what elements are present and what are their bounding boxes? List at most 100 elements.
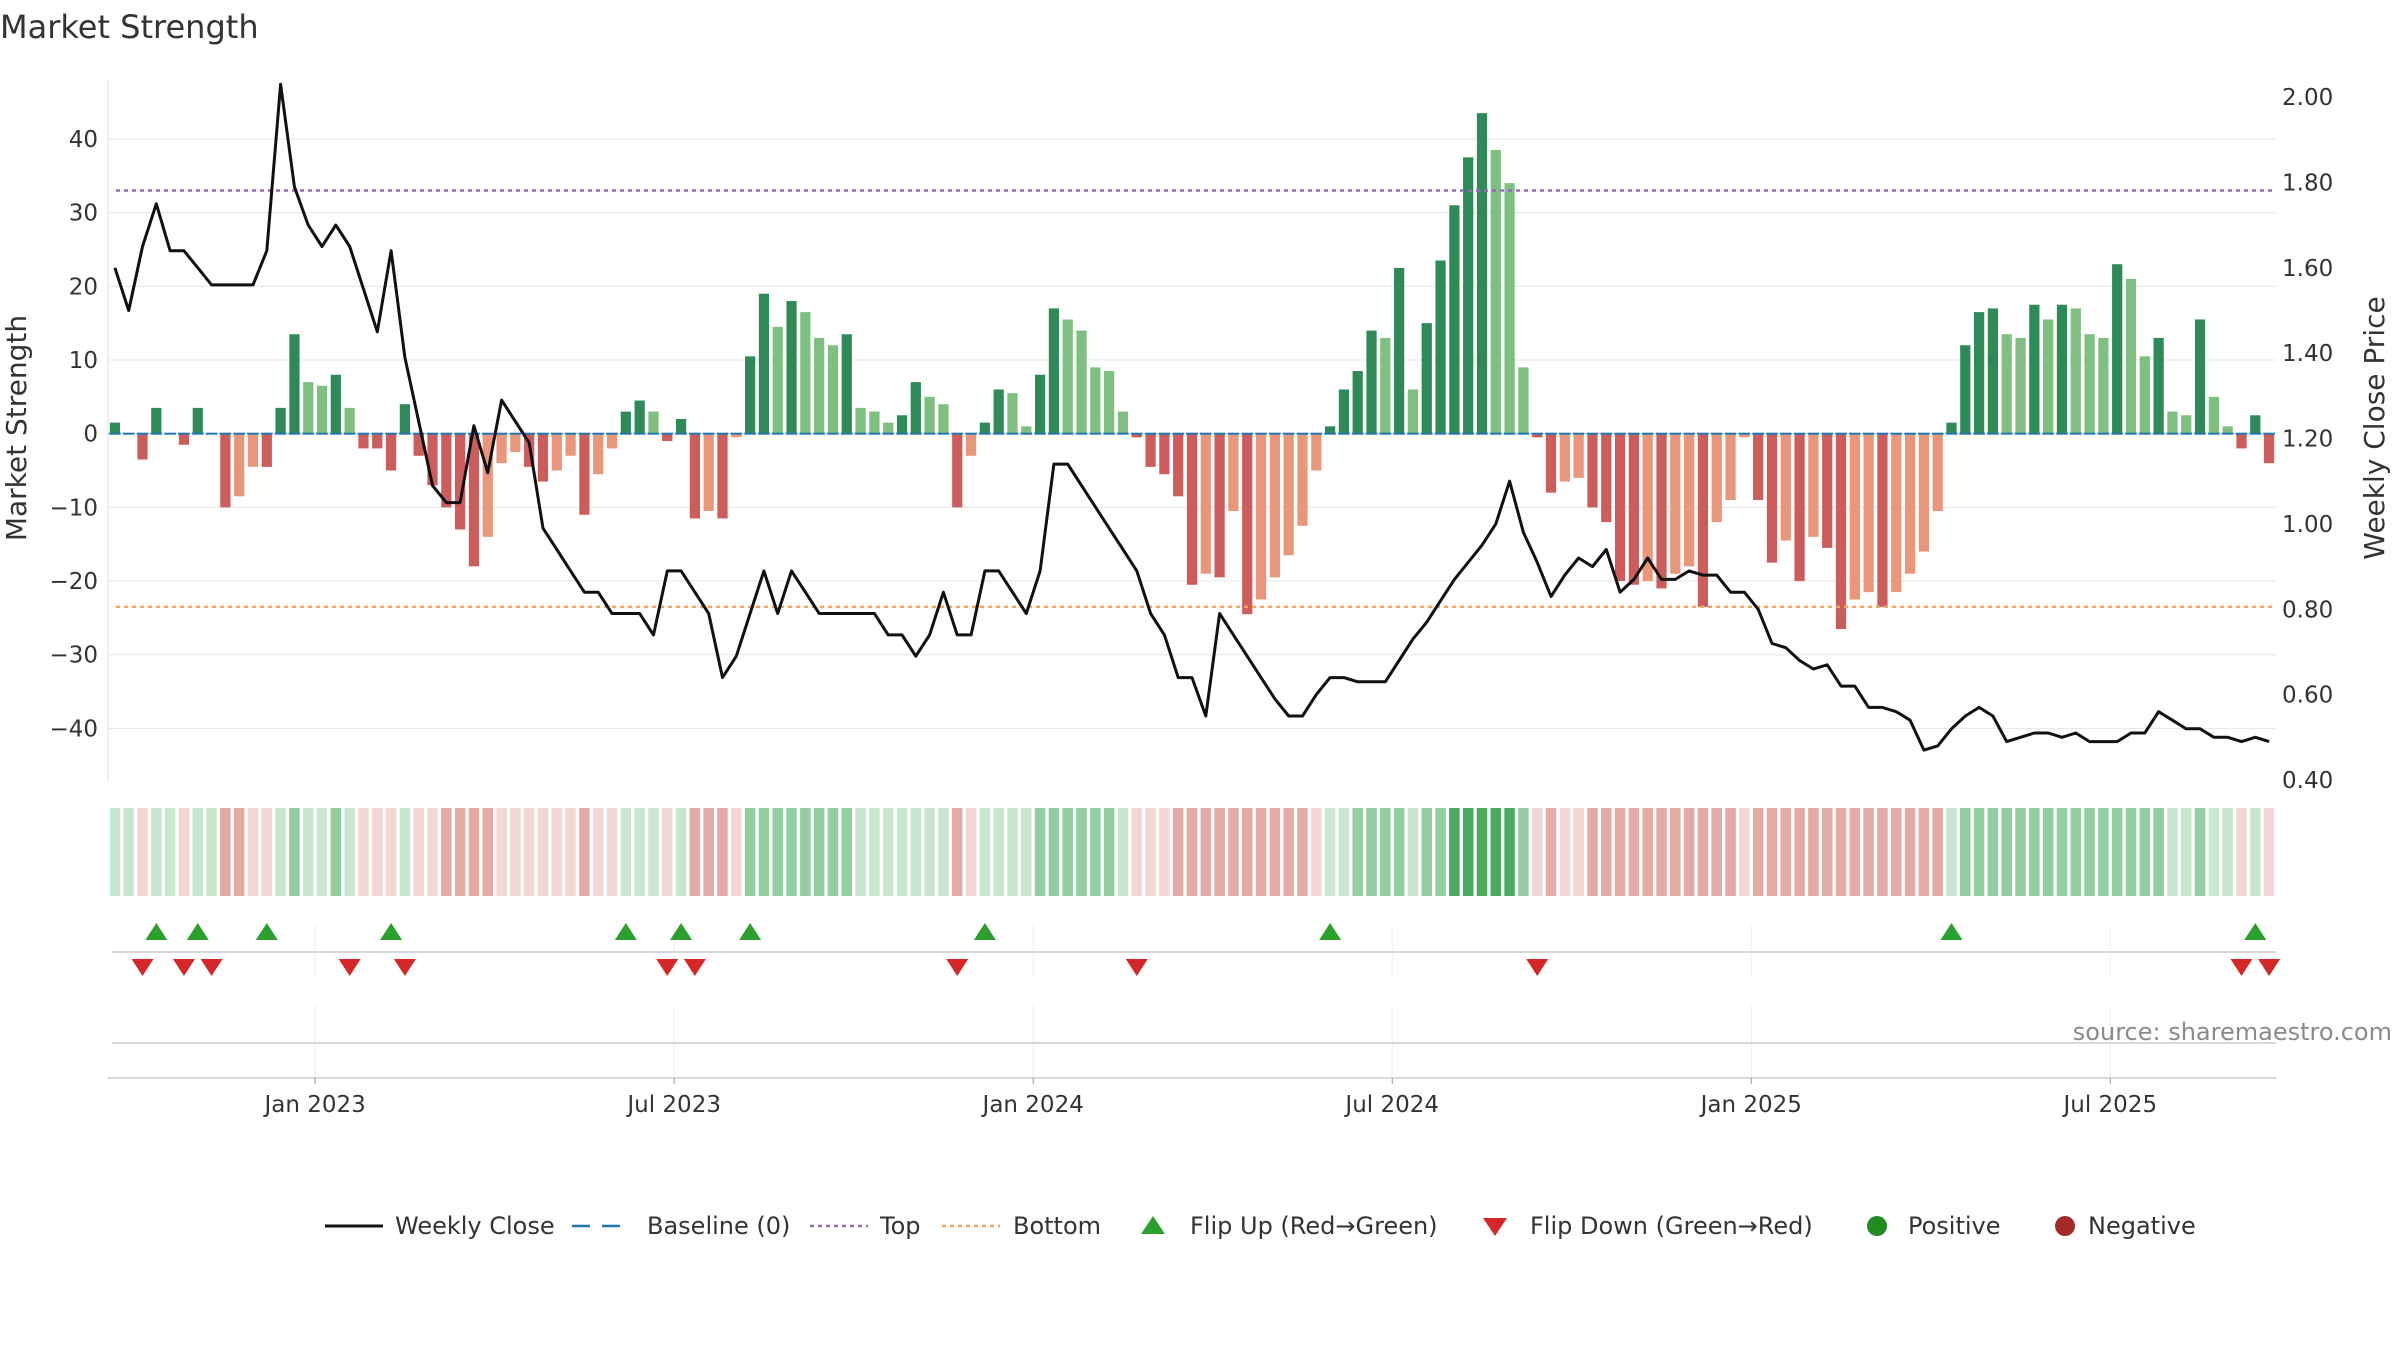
strength-bar [2236,433,2247,449]
heat-cell [192,808,204,896]
strength-bar [441,433,452,508]
y-axis-left-title: Market Strength [0,315,33,541]
strength-bar [758,293,770,434]
heat-cell [1490,808,1502,896]
strength-bar [1007,393,1018,434]
x-tick-label: Jul 2025 [2061,1092,2157,1118]
strength-bar [372,433,383,449]
heat-cell [385,808,397,896]
strength-bar [1739,433,1750,438]
strength-bar [2139,356,2150,434]
heat-cell [979,808,991,896]
strength-bar [800,312,811,434]
strength-bar [1021,426,1032,434]
strength-bar [192,407,203,434]
heat-cell [1269,808,1281,896]
strength-bar [979,422,990,434]
axes: 40 30 20 10 0 −10 −20 −30 −40 2.00 1.80 1.60 1.40 1.2… [49,80,2333,1118]
strength-bar [468,433,480,567]
strength-bar [965,433,977,456]
strength-bar [551,433,562,471]
heat-cell [151,808,162,896]
strength-bar [427,433,438,486]
heat-cell [2098,808,2109,896]
strength-bar [510,433,521,453]
strength-bar [896,415,908,434]
legend-label: Flip Up (Red→Green) [1190,1212,1438,1240]
strength-bar [2194,319,2206,434]
heat-cell [910,808,922,896]
heat-cell [662,808,673,896]
strength-bar [1766,433,1778,563]
flip-up-marker [973,923,996,940]
strength-bar [2084,334,2095,434]
x-tick-label: Jan 2025 [1699,1092,1802,1118]
heat-cell [482,808,493,896]
heat-cell [1752,808,1764,896]
heat-cell [2015,808,2026,896]
strength-bar [1476,113,1488,434]
strength-bar [1311,433,1322,471]
heat-cell [2042,808,2054,896]
heat-cell [1656,808,1667,896]
strength-bar [1228,433,1239,512]
strength-bar [330,374,341,434]
strength-bar [924,396,935,434]
heat-cell [648,808,659,896]
heat-cell [1172,808,1184,896]
strength-bar [2208,396,2219,434]
strength-bar [1338,389,1350,434]
strength-bar [151,407,162,434]
heat-cell [1076,808,1087,896]
heat-cell [358,808,369,896]
strength-bar [910,382,921,434]
heat-cell [1214,808,1225,896]
strength-bar [109,422,121,434]
strength-bar [1863,433,1874,593]
strength-bar [2250,415,2261,434]
flip-up-marker [145,923,168,940]
heat-cell [123,808,134,896]
strength-bar [1987,308,1999,434]
strength-bar [385,433,397,471]
strength-bar [1808,433,1819,537]
heat-cell [344,808,355,896]
strength-bar [1753,433,1764,500]
legend: Weekly Close Baseline (0) Top Bottom Flip Up… [325,1212,2196,1240]
strength-bar [1656,433,1667,589]
strength-bar [1255,433,1267,600]
strength-bar [1573,433,1584,478]
strength-bar [855,407,866,434]
heat-cell [537,808,549,896]
heat-cell [2208,808,2220,896]
heat-cell [1352,808,1363,896]
strength-bar [675,418,687,434]
heat-cell [551,808,563,896]
strength-bar [1946,422,1957,434]
strength-bar [565,433,576,456]
y-right-tick-label: 1.00 [2282,512,2333,538]
heat-cell [206,808,217,896]
strength-bar [1117,411,1129,434]
strength-bar [1269,433,1280,578]
legend-item-flipdown: Flip Down (Green→Red) [1483,1212,1813,1240]
heat-cell [675,808,687,896]
strength-bar [2098,337,2109,434]
heat-cell [220,808,231,896]
heat-cell [1435,808,1446,896]
y-right-tick-label: 0.40 [2282,768,2333,794]
y-right-tick-label: 0.80 [2282,597,2333,623]
strength-bar [1283,433,1294,556]
heat-cell [1200,808,1212,896]
heat-cell [1131,808,1143,896]
heat-cell [703,808,714,896]
strength-bar [1394,267,1405,434]
legend-item-flipup: Flip Up (Red→Green) [1141,1212,1438,1240]
heat-cell [275,808,286,896]
strength-bar [1407,389,1419,434]
heat-cell [233,808,245,896]
flip-down-marker [131,959,154,976]
strength-bar [1711,433,1722,523]
strength-bar [303,382,314,434]
strength-bar [662,433,673,442]
